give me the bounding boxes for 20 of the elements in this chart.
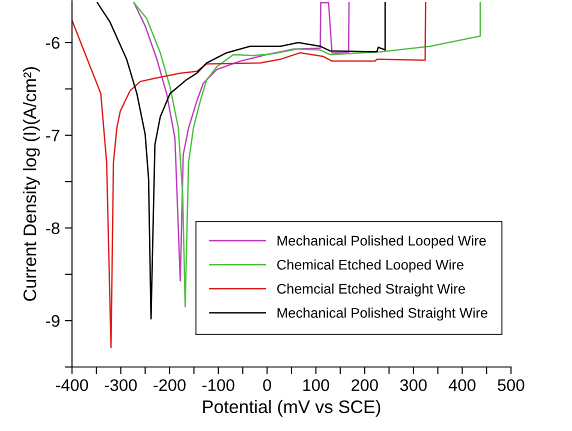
legend-label: Chemcial Etched Straight Wire (277, 284, 465, 296)
legend-label: Chemical Etched Looped Wire (277, 259, 464, 272)
y-axis-title: Current Density log (I)(A/cm²) (22, 67, 40, 301)
legend-label: Mechanical Polished Looped Wire (278, 235, 486, 248)
y-tick-label: -7 (46, 130, 60, 142)
x-axis-title: Potential (mV vs SCE) (203, 400, 380, 417)
x-tick-label: 400 (448, 379, 476, 392)
x-tick-label: -100 (202, 379, 234, 392)
legend-label: Mechanical Polished Straight Wire (278, 308, 488, 321)
x-tick-label: 0 (263, 379, 272, 392)
x-tick-label: 500 (498, 379, 524, 392)
x-tick-label: 200 (352, 379, 378, 392)
y-tick-label: -8 (46, 222, 60, 234)
x-tick-label: 100 (303, 379, 330, 392)
y-tick-label: -6 (46, 36, 60, 49)
x-tick-label: -200 (154, 379, 186, 392)
x-tick-label: 300 (400, 379, 427, 392)
x-tick-label: -300 (104, 379, 137, 392)
x-tick-label: -400 (56, 379, 88, 392)
y-tick-label: -9 (46, 315, 60, 327)
